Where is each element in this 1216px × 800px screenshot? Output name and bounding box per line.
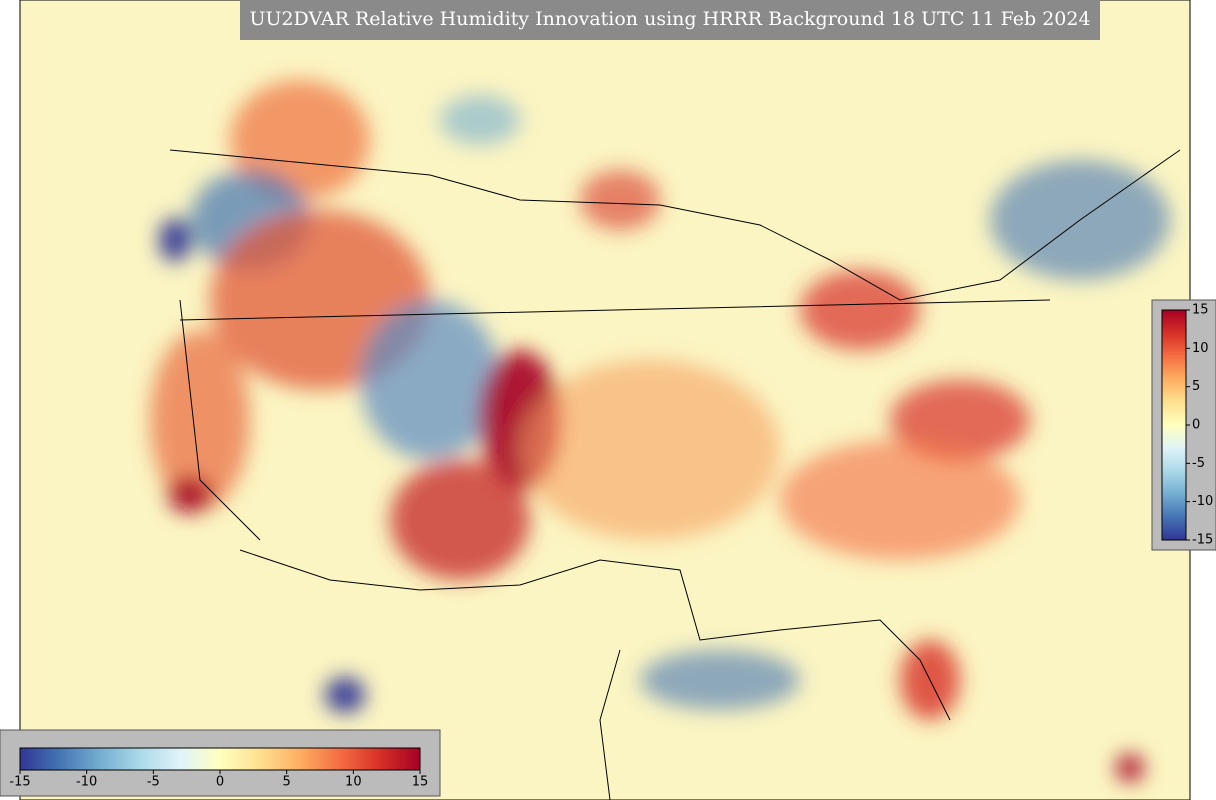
tick-label: 15 <box>412 775 429 790</box>
humidity-field <box>150 80 1170 782</box>
boundaries <box>169 149 1181 800</box>
tick-label: -10 <box>76 775 97 790</box>
tick-label: 0 <box>1192 418 1200 433</box>
tick-label: 10 <box>345 775 362 790</box>
title-box <box>240 0 1100 40</box>
tick-label: 10 <box>1192 341 1209 356</box>
tick-label: -10 <box>1192 494 1213 509</box>
tick-label: 15 <box>1192 303 1209 318</box>
tick-label: -5 <box>147 775 160 790</box>
tick-label: -5 <box>1192 456 1205 471</box>
tick-label: -15 <box>9 775 30 790</box>
tick-label: 5 <box>1192 379 1200 394</box>
map <box>19 0 1191 800</box>
tick-label: 5 <box>283 775 291 790</box>
title: UU2DVAR Relative Humidity Innovation usi… <box>249 8 1090 30</box>
colorbar-horizontal <box>19 747 421 771</box>
tick-label: 0 <box>216 775 224 790</box>
colorbar-vertical <box>1161 309 1187 541</box>
tick-label: -15 <box>1192 533 1213 548</box>
